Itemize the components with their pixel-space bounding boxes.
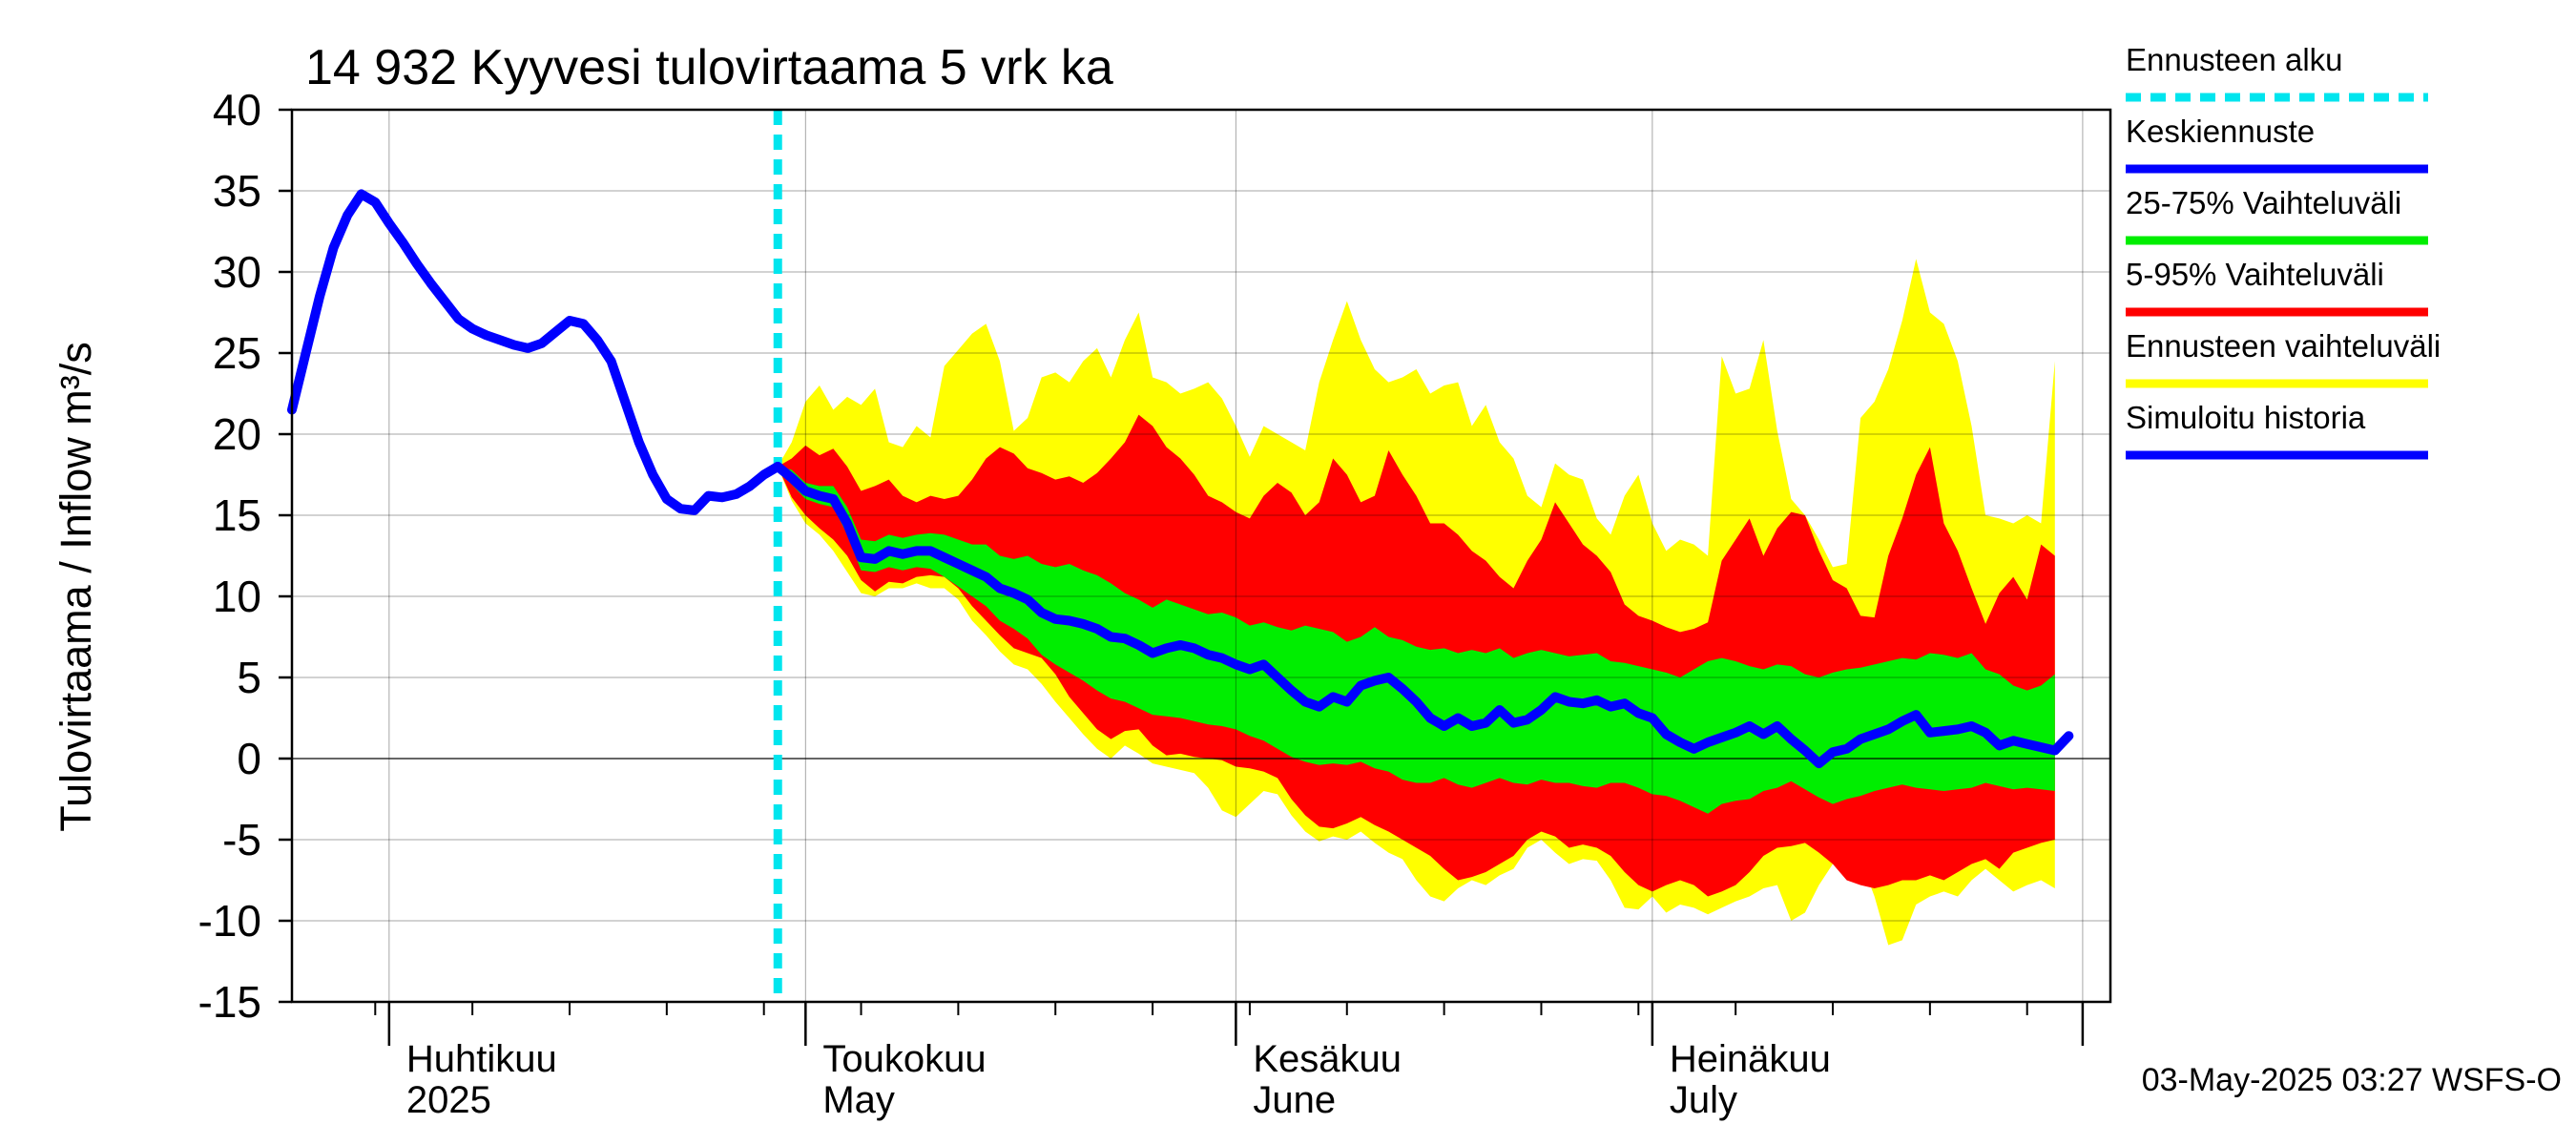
x-month-sublabel: June bbox=[1253, 1079, 1336, 1121]
y-tick-label: 5 bbox=[237, 653, 261, 702]
y-tick-label: 25 bbox=[213, 328, 261, 378]
footer-timestamp: 03-May-2025 03:27 WSFS-O bbox=[2142, 1062, 2562, 1098]
y-tick-label: -10 bbox=[198, 896, 261, 946]
x-month-sublabel: July bbox=[1670, 1079, 1737, 1121]
axes bbox=[279, 108, 2112, 1046]
y-tick-label: 30 bbox=[213, 247, 261, 297]
chart-title: 14 932 Kyyvesi tulovirtaama 5 vrk ka bbox=[305, 40, 1113, 95]
y-tick-label: -5 bbox=[222, 815, 261, 864]
x-month-label: Huhtikuu bbox=[406, 1038, 557, 1080]
legend-label: 5-95% Vaihteluväli bbox=[2126, 257, 2384, 292]
y-tick-label: 0 bbox=[237, 734, 261, 783]
y-tick-label: -15 bbox=[198, 977, 261, 1027]
x-month-label: Kesäkuu bbox=[1253, 1038, 1402, 1080]
y-tick-label: 15 bbox=[213, 490, 261, 540]
plot-frame bbox=[290, 108, 2112, 1004]
x-month-sublabel: May bbox=[822, 1079, 895, 1121]
legend-label: Keskiennuste bbox=[2126, 114, 2315, 149]
series-lines bbox=[287, 110, 2074, 1002]
history-line bbox=[287, 189, 783, 515]
y-axis-label: Tulovirtaama / Inflow m³/s bbox=[52, 342, 100, 831]
legend-label: Ennusteen vaihteluväli bbox=[2126, 328, 2441, 364]
y-tick-labels: -15 -10 -5 0 5 10 15 20 25 30 35 40 bbox=[198, 85, 261, 1027]
y-tick-label: 40 bbox=[213, 85, 261, 135]
legend-label: 25-75% Vaihteluväli bbox=[2126, 185, 2401, 220]
mean-line bbox=[773, 462, 2074, 769]
forecast-bands bbox=[778, 259, 2055, 946]
x-month-label: Toukokuu bbox=[822, 1038, 986, 1080]
x-month-label: Heinäkuu bbox=[1670, 1038, 1831, 1080]
legend-label: Simuloitu historia bbox=[2126, 400, 2366, 435]
band-band-25-75 bbox=[778, 467, 2055, 814]
y-tick-label: 20 bbox=[213, 409, 261, 459]
y-tick-label: 35 bbox=[213, 166, 261, 216]
x-month-sublabel: 2025 bbox=[406, 1079, 491, 1121]
legend: Ennusteen alku Keskiennuste 25-75% Vaihtel… bbox=[2126, 42, 2441, 460]
legend-label: Ennusteen alku bbox=[2126, 42, 2343, 77]
y-tick-label: 10 bbox=[213, 572, 261, 621]
